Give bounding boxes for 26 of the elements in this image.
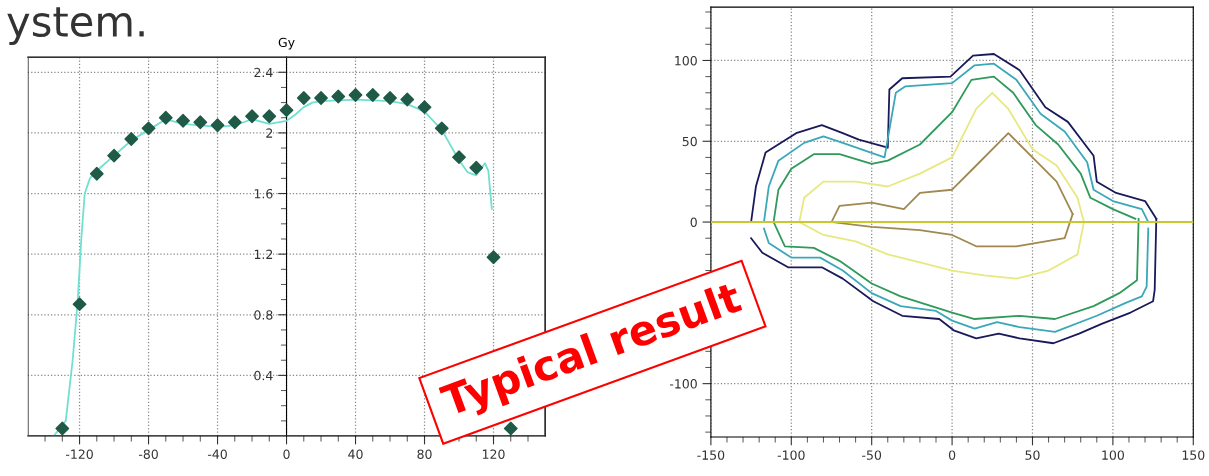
x-tick-label: 100 [1102, 450, 1124, 460]
y-tick-label: 0 [690, 217, 697, 227]
x-tick-label: 150 [1182, 450, 1205, 460]
x-tick-label: 120 [482, 449, 505, 459]
x-tick-label: -150 [697, 450, 725, 460]
y-tick-label: 2.4 [254, 67, 273, 78]
y-tick-label: 2 [266, 128, 273, 138]
y-tick-label: 100 [675, 55, 697, 66]
x-tick-label: -80 [138, 449, 158, 459]
x-tick-label: 50 [1025, 450, 1040, 460]
y-tick-label: 0.4 [254, 370, 273, 381]
y-tick-label: 50 [682, 136, 697, 147]
x-tick-label: -40 [207, 449, 227, 459]
text: ystem. [7, 7, 144, 46]
x-tick-label: -50 [862, 450, 882, 460]
x-tick-label: 0 [948, 450, 956, 460]
x-tick-label: 40 [348, 449, 363, 459]
x-tick-label: -120 [65, 449, 93, 459]
y-tick-label: 0.8 [254, 310, 273, 320]
x-tick-label: 0 [283, 449, 290, 459]
y-tick-label: 1.6 [254, 188, 273, 199]
y-tick-label: -100 [669, 379, 697, 389]
y-tick-label: 1.2 [254, 249, 273, 259]
x-tick-label: 80 [417, 449, 432, 459]
y-axis-title: Gy [278, 37, 295, 50]
x-tick-label: -100 [777, 450, 805, 460]
